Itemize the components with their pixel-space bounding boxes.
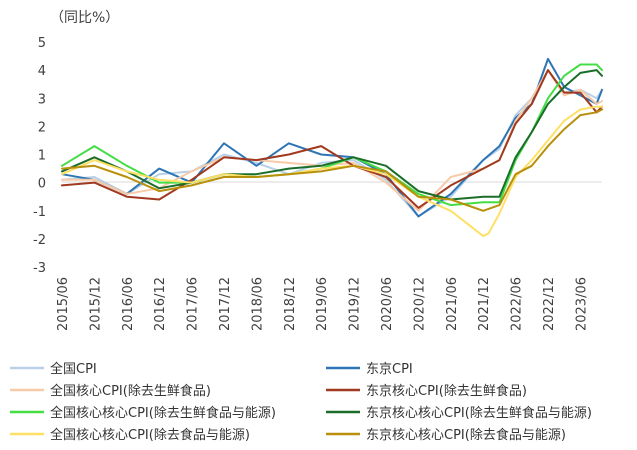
series-line-6	[61, 69, 603, 201]
x-tick-label: 2016/06	[121, 277, 136, 331]
x-tick-label: 2021/12	[477, 277, 492, 331]
x-tick-label: 2022/12	[542, 277, 557, 331]
legend-label: 东京CPI	[366, 362, 413, 377]
legend-label: 东京核心CPI(除去生鲜食品)	[366, 383, 527, 399]
x-tick-label: 2015/12	[88, 277, 103, 331]
x-tick-label: 2021/06	[445, 277, 460, 331]
series-line-2	[61, 57, 603, 218]
legend-label: 东京核心核心CPI(除去食品与能源)	[366, 427, 566, 443]
x-tick-label: 2017/12	[218, 277, 233, 331]
legend: 全国CPI 东京CPI 全国核心CPI(除去生鲜食品) 东京核心CPI(除去生鲜食品)…	[10, 361, 592, 443]
series-line-5	[61, 63, 603, 207]
series-line-4	[61, 69, 603, 209]
y-tick-label: -3	[33, 261, 46, 276]
series-line-1	[61, 69, 603, 218]
legend-label: 全国核心核心CPI(除去生鲜食品与能源)	[50, 405, 276, 421]
legend-label: 全国核心核心CPI(除去食品与能源)	[50, 427, 250, 443]
y-tick-label: 4	[38, 64, 46, 79]
y-tick-label: 5	[38, 36, 46, 51]
series-line-3	[61, 69, 603, 212]
x-tick-label: 2023/06	[574, 277, 589, 331]
y-axis: 5 4 3 2 1 0 -1 -2 -3	[33, 36, 46, 276]
y-tick-label: 3	[38, 92, 46, 107]
y-tick-label: 2	[38, 120, 46, 135]
x-tick-label: 2017/06	[186, 277, 201, 331]
x-tick-label: 2020/12	[412, 277, 427, 331]
x-tick-label: 2019/06	[315, 277, 330, 331]
legend-label: 东京核心核心CPI(除去生鲜食品与能源)	[366, 405, 592, 421]
series-lines	[61, 57, 603, 238]
y-tick-label: -2	[33, 233, 46, 248]
x-axis: 2015/06 2015/12 2016/06 2016/12 2017/06 2017/…	[56, 277, 589, 331]
x-tick-label: 2015/06	[56, 277, 71, 331]
x-tick-label: 2022/06	[510, 277, 525, 331]
y-tick-label: 0	[38, 177, 46, 192]
series-line-8	[61, 108, 603, 212]
x-tick-label: 2020/06	[380, 277, 395, 331]
x-tick-label: 2019/12	[348, 277, 363, 331]
x-tick-label: 2018/12	[283, 277, 298, 331]
y-tick-label: -1	[33, 205, 46, 220]
x-tick-label: 2016/12	[153, 277, 168, 331]
legend-label: 全国核心CPI(除去生鲜食品)	[50, 383, 211, 399]
y-axis-unit-label: （同比%）	[50, 10, 119, 26]
y-tick-label: 1	[38, 149, 46, 164]
x-tick-label: 2018/06	[250, 277, 265, 331]
legend-label: 全国CPI	[50, 361, 97, 377]
